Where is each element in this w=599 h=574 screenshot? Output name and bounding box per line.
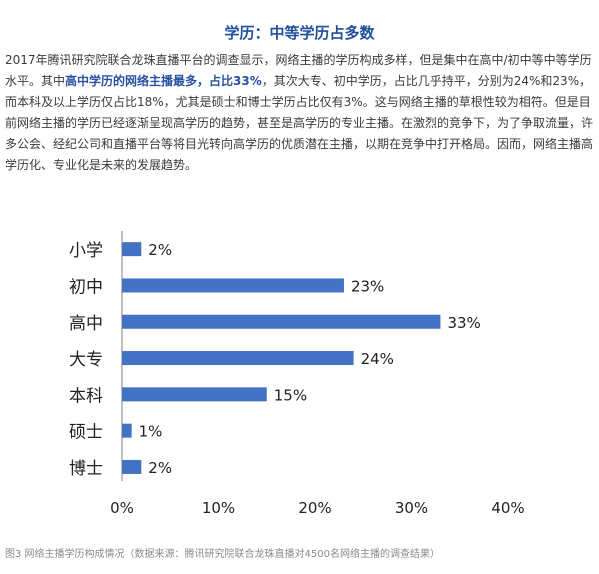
bar-7 bbox=[122, 459, 142, 474]
data-label: 2% bbox=[148, 459, 172, 477]
bar-2 bbox=[122, 278, 344, 293]
data-label: 23% bbox=[351, 277, 384, 295]
education-bar-chart: 小学 2% 初中 23% 高中 33% 大专 24% 本科 15% 硕士 1% 博士 2% 0% 10% 20%… bbox=[69, 231, 525, 517]
bar-5 bbox=[122, 387, 267, 402]
bar-4 bbox=[122, 351, 354, 366]
x-tick-label: 30% bbox=[395, 499, 428, 517]
paragraph-text-1: 2017年腾讯研究院联合龙珠直播平台的调查显示，网络主播的学历构成多样，但是集中… bbox=[5, 53, 592, 88]
category-label: 高中 bbox=[69, 314, 103, 334]
category-label: 大专 bbox=[69, 350, 103, 370]
paragraph-text-2: ，其次大专、初中学历，占比几乎持平，分别为24%和23%，而本科及以上学历仅占比… bbox=[5, 74, 594, 172]
x-tick-label: 10% bbox=[202, 499, 235, 517]
data-label: 1% bbox=[139, 423, 163, 441]
category-label: 初中 bbox=[69, 277, 103, 297]
body-paragraph: 2017年腾讯研究院联合龙珠直播平台的调查显示，网络主播的学历构成多样，但是集中… bbox=[5, 50, 595, 176]
paragraph-highlight: 高中学历的网络主播最多，占比33% bbox=[65, 74, 262, 88]
x-tick-label: 0% bbox=[110, 499, 134, 517]
category-label: 本科 bbox=[69, 386, 103, 406]
data-label: 15% bbox=[274, 386, 307, 404]
data-label: 2% bbox=[148, 241, 172, 259]
bar-3 bbox=[122, 314, 441, 329]
category-label: 博士 bbox=[69, 459, 103, 479]
category-label: 硕士 bbox=[69, 423, 103, 443]
x-tick-label: 20% bbox=[298, 499, 331, 517]
section-heading: 学历：中等学历占多数 bbox=[224, 24, 375, 42]
bar-6 bbox=[122, 423, 132, 438]
data-label: 33% bbox=[447, 314, 480, 332]
data-label: 24% bbox=[361, 350, 394, 368]
category-label: 小学 bbox=[69, 241, 103, 261]
x-tick-label: 40% bbox=[491, 499, 524, 517]
figure-caption: 图3 网络主播学历构成情况（数据来源：腾讯研究院联合龙珠直播对4500名网络主播… bbox=[5, 549, 440, 560]
bar-1 bbox=[122, 242, 142, 257]
